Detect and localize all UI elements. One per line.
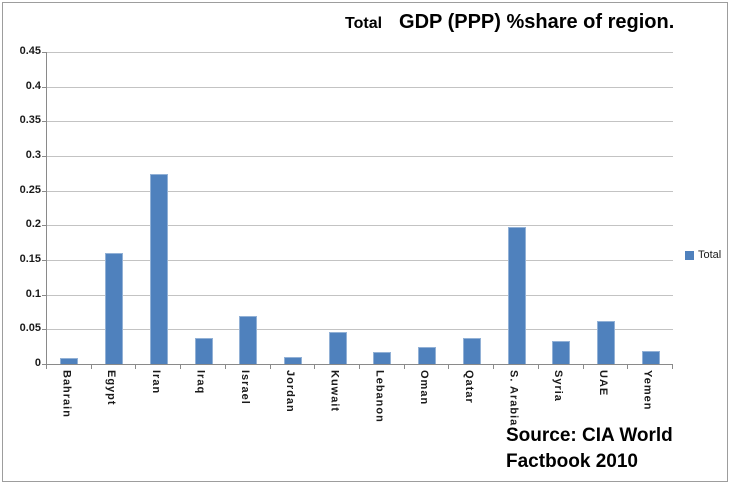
chart-title-main: GDP (PPP) %share of region.	[399, 11, 675, 33]
x-axis-tick	[493, 365, 495, 369]
bar-uae	[596, 321, 615, 364]
y-axis-label: 0	[34, 357, 41, 369]
y-axis-label: 0.25	[19, 183, 41, 196]
y-axis-label: 0.4	[25, 79, 41, 92]
y-axis-tick	[42, 294, 46, 296]
x-axis-label: S. Arabia	[507, 370, 520, 427]
x-axis-tick	[314, 365, 316, 369]
y-axis-tick	[42, 329, 46, 331]
y-axis-label: 0.35	[19, 114, 41, 127]
y-axis-tick	[42, 364, 46, 365]
x-axis-label: Lebanon	[373, 370, 386, 423]
bar-s-arabia	[507, 227, 526, 364]
y-axis-tick	[42, 190, 46, 192]
bar-lebanon	[373, 352, 392, 364]
x-axis-label: Iraq	[194, 370, 207, 395]
x-axis-tick	[359, 365, 360, 369]
x-axis-label: Egypt	[105, 370, 118, 406]
y-axis-label: 0.1	[25, 287, 41, 300]
x-axis-label: Jordan	[283, 370, 296, 413]
x-axis-tick	[627, 365, 629, 369]
bar-israel	[239, 316, 258, 364]
x-axis-label: Qatar	[462, 370, 475, 404]
gridline	[47, 260, 673, 261]
bar-iran	[149, 174, 168, 364]
x-axis-tick	[448, 365, 450, 369]
y-axis-label: 0.45	[19, 45, 41, 57]
gridline	[47, 121, 673, 123]
y-axis-tick	[42, 260, 46, 261]
x-axis-tick	[224, 365, 226, 369]
x-axis-label: Syria	[552, 370, 565, 402]
y-axis-tick	[42, 121, 46, 123]
bar-oman	[418, 347, 437, 364]
x-axis-label: Iran	[149, 370, 162, 395]
x-axis-tick	[180, 365, 182, 369]
x-axis-tick	[403, 365, 405, 369]
y-axis-label: 0.3	[25, 149, 41, 161]
bar-jordan	[283, 357, 302, 364]
y-axis-tick	[42, 52, 46, 53]
x-axis-tick	[672, 365, 673, 369]
source-line-1: Source: CIA World	[506, 425, 673, 446]
legend: Total	[685, 249, 721, 261]
y-axis-tick	[42, 86, 46, 88]
x-axis-label: Kuwait	[328, 370, 341, 413]
source-note: Source: CIA World Factbook 2010	[506, 423, 673, 475]
source-line-2: Factbook 2010	[506, 451, 638, 472]
bar-qatar	[462, 338, 481, 364]
gridline	[47, 329, 673, 331]
y-axis-label: 0.15	[19, 253, 41, 265]
x-axis-tick	[135, 365, 137, 369]
x-axis-tick	[90, 365, 92, 369]
gridline	[47, 86, 673, 88]
legend-label: Total	[698, 249, 722, 261]
y-axis-tick	[42, 156, 46, 157]
chart-title-prefix: Total	[345, 15, 383, 32]
x-axis-label: UAE	[596, 370, 609, 397]
x-axis-label: Oman	[418, 370, 431, 406]
x-axis-label: Israel	[239, 370, 252, 405]
x-axis-tick	[269, 365, 271, 369]
bar-egypt	[105, 253, 124, 364]
gridline	[47, 190, 673, 192]
plot-area	[46, 52, 673, 365]
gridline	[47, 156, 673, 157]
y-axis-labels: 0.45 0.4 0.35 0.3 0.25 0.2 0.15 0.1 0.05 0	[3, 3, 41, 487]
y-axis-label: 0.2	[25, 218, 41, 231]
x-axis-label: Yemen	[641, 370, 654, 411]
bar-yemen	[641, 350, 660, 364]
x-axis-tick	[582, 365, 584, 369]
y-axis-label: 0.05	[19, 322, 41, 335]
x-axis-labels: Bahrain Egypt Iran Iraq Israel Jordan Kuwait Le…	[46, 370, 672, 434]
gridline	[47, 225, 673, 227]
gridline	[47, 294, 673, 296]
legend-color-swatch-icon	[685, 250, 694, 260]
x-axis-tick	[537, 365, 539, 369]
chart-title: Total GDP (PPP) %share of region.	[345, 11, 674, 34]
bar-bahrain	[60, 357, 79, 364]
x-axis-tick	[46, 365, 47, 369]
gridline	[47, 52, 673, 53]
x-axis-label: Bahrain	[60, 370, 73, 418]
bar-syria	[552, 341, 571, 364]
y-axis-tick	[42, 225, 46, 227]
bar-kuwait	[328, 332, 347, 364]
bar-iraq	[194, 338, 213, 364]
